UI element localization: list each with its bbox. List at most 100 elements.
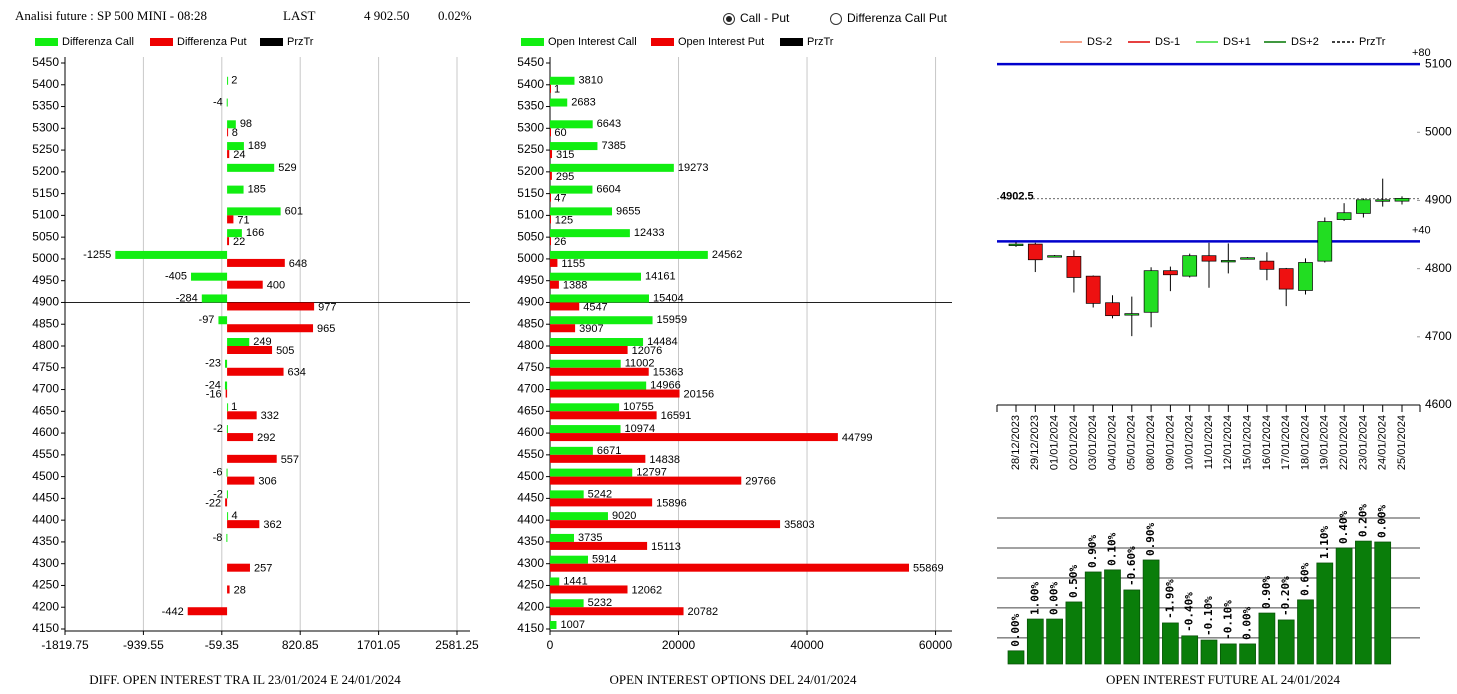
candle-body (1394, 198, 1410, 202)
x-tick-label: 16/01/2024 (1261, 415, 1273, 470)
data-label: 10974 (625, 423, 656, 435)
data-label: 14838 (649, 454, 680, 466)
radio-label[interactable]: Call - Put (740, 11, 790, 25)
x-tick-label: 12/01/2024 (1222, 415, 1234, 470)
bar (227, 215, 234, 224)
bar (550, 346, 628, 354)
bar (550, 585, 628, 594)
y-tick-label: 4400 (517, 512, 544, 526)
data-label: 12797 (636, 467, 667, 479)
y-tick-label: 4300 (32, 556, 59, 570)
data-label: -442 (162, 606, 184, 618)
bar (550, 294, 649, 303)
bar (227, 258, 285, 267)
radio[interactable] (830, 13, 842, 25)
bar (227, 207, 281, 216)
x-tick-label: 18/01/2024 (1299, 415, 1311, 470)
bar (115, 250, 228, 259)
y-tick-label: 4850 (32, 316, 59, 330)
bar (550, 607, 684, 616)
data-label: -4 (213, 96, 223, 108)
data-label: -22 (205, 497, 221, 509)
x-tick-label: -939.55 (123, 638, 164, 652)
y-tick-label: 4250 (517, 578, 544, 592)
data-label: 362 (263, 519, 281, 531)
bar (227, 454, 277, 463)
x-tick-label: -1819.75 (41, 638, 89, 652)
legend-label: Open Interest Put (678, 36, 764, 48)
data-label: 15404 (653, 292, 684, 304)
data-label: 249 (253, 336, 271, 348)
bar (227, 185, 244, 194)
data-label: 24562 (712, 249, 743, 261)
bar (226, 490, 228, 499)
bar (226, 425, 228, 434)
bar-annotation: 0.00% (1376, 504, 1389, 537)
bar (227, 476, 255, 485)
header-title: Analisi future : SP 500 MINI - 08:28 (15, 8, 207, 23)
data-label: 6671 (597, 445, 621, 457)
y-tick-label: 4200 (32, 599, 59, 613)
bar-annotation: 0.40% (1337, 510, 1350, 543)
radio-group[interactable]: Call - Put Differenza Call Put (723, 11, 948, 25)
bar (227, 237, 230, 246)
bar (227, 512, 229, 521)
y-tick-label: 4750 (32, 360, 59, 374)
bar (550, 215, 551, 224)
y-tick-label: 5050 (517, 229, 544, 243)
data-label: 44799 (842, 432, 873, 444)
data-label: 6604 (596, 184, 620, 196)
y-tick-label: 5250 (32, 142, 59, 156)
bar (227, 563, 250, 572)
data-label: 35803 (784, 519, 815, 531)
y-tick-label: 4500 (32, 469, 59, 483)
bar (226, 533, 228, 542)
data-label: 1007 (560, 619, 584, 631)
candle-body (1124, 313, 1140, 316)
candle-body (1220, 260, 1236, 263)
data-label: 14484 (647, 336, 678, 348)
radio-label[interactable]: Differenza Call Put (847, 11, 947, 25)
legend-swatch (780, 38, 803, 46)
data-label: 6643 (597, 118, 621, 130)
data-label: 1 (554, 84, 560, 96)
data-label: -6 (213, 467, 223, 479)
bar (225, 389, 228, 398)
y-tick-label: 4150 (32, 621, 59, 635)
bar (550, 411, 657, 420)
data-label: 5232 (588, 597, 612, 609)
y-tick-label: 4600 (1425, 397, 1452, 411)
data-label: 3735 (578, 532, 602, 544)
candle-body (1278, 268, 1294, 290)
candle-body (1027, 243, 1043, 261)
data-label: 29766 (745, 476, 776, 488)
bar (550, 98, 568, 107)
bar (227, 128, 229, 137)
data-label: 1441 (563, 575, 587, 587)
data-label: 20156 (684, 388, 715, 400)
bar (550, 128, 551, 137)
bar (550, 621, 557, 629)
y-tick-label: 5200 (32, 164, 59, 178)
bar-annotation: 0.90% (1260, 576, 1273, 609)
data-label: 292 (257, 432, 275, 444)
bar (550, 280, 559, 289)
bar-annotation: -0.20% (1279, 576, 1292, 616)
bar (550, 498, 653, 507)
data-label: 20782 (688, 606, 719, 618)
bar-annotation: 0.10% (1106, 532, 1119, 565)
data-label: 15363 (653, 367, 684, 379)
x-tick-label: 2581.25 (435, 638, 479, 652)
bar (550, 512, 608, 521)
bar (1065, 601, 1083, 665)
data-label: 965 (317, 323, 335, 335)
bar (227, 433, 254, 442)
bar (1162, 622, 1179, 665)
data-label: 315 (556, 149, 574, 161)
candle-body (1356, 199, 1371, 214)
data-label: 15959 (657, 314, 688, 326)
bar (201, 294, 228, 303)
bar-annotation: -0.60% (1125, 546, 1138, 586)
bar-annotation: -0.40% (1183, 592, 1196, 632)
data-label: -2 (213, 488, 223, 500)
